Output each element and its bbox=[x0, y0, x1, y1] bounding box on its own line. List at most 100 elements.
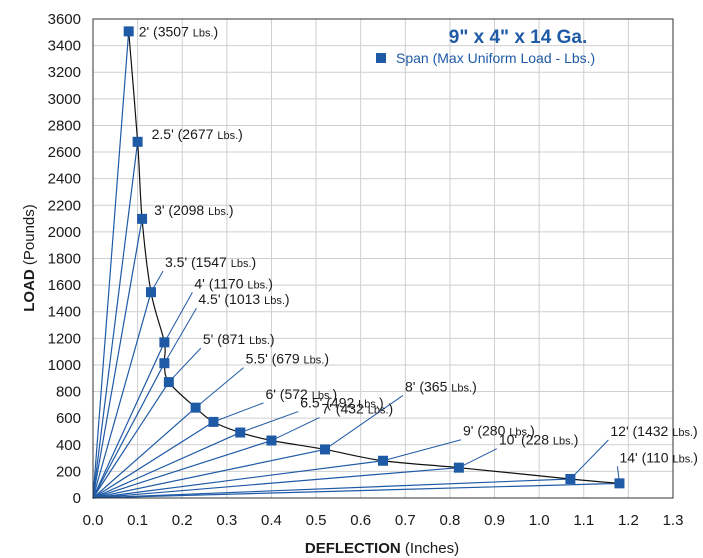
label-leader bbox=[458, 448, 498, 469]
point-label-unit: Lbs. bbox=[217, 130, 238, 142]
point-label-unit: Lbs. bbox=[368, 405, 389, 417]
y-tick-label: 0 bbox=[73, 490, 81, 507]
x-tick-label: 1.2 bbox=[618, 512, 639, 529]
y-tick-label: 3400 bbox=[48, 38, 81, 55]
legend-marker bbox=[376, 53, 386, 63]
load-ray bbox=[92, 141, 139, 499]
point-label-close: ) bbox=[693, 423, 698, 439]
load-ray bbox=[92, 460, 384, 499]
data-point bbox=[565, 473, 576, 484]
point-label: 5.5' (679 Lbs.) bbox=[246, 351, 329, 367]
point-label: 4' (1170 Lbs.) bbox=[194, 275, 272, 291]
data-point bbox=[159, 358, 170, 369]
label-leader bbox=[213, 402, 264, 423]
data-point bbox=[453, 462, 464, 473]
point-label-value: 8' (365 bbox=[405, 378, 451, 394]
point-label: 14' (110 Lbs.) bbox=[619, 449, 697, 465]
point-label-close: ) bbox=[324, 351, 329, 367]
point-label-unit: Lbs. bbox=[231, 258, 252, 270]
point-label-unit: Lbs. bbox=[264, 295, 285, 307]
load-ray bbox=[92, 218, 143, 499]
data-point bbox=[208, 416, 219, 427]
point-label-unit: Lbs. bbox=[208, 206, 229, 218]
point-label-close: ) bbox=[333, 386, 338, 402]
point-labels: 2' (3507 Lbs.)2.5' (2677 Lbs.)3' (2098 L… bbox=[139, 23, 698, 465]
x-tick-labels: 0.0 0.1 0.2 0.3 0.4 0.5 0.6 0.7 0.8 0.9 1.0 1.1 1.2 1… bbox=[83, 512, 684, 529]
x-tick-label: 1.1 bbox=[573, 512, 594, 529]
y-tick-label: 3000 bbox=[48, 91, 81, 108]
load-ray bbox=[92, 421, 214, 499]
y-tick-label: 200 bbox=[56, 463, 81, 480]
data-point bbox=[614, 478, 625, 489]
x-tick-label: 0.9 bbox=[484, 512, 505, 529]
point-label-value: 4' (1170 bbox=[194, 275, 247, 291]
label-leader bbox=[163, 307, 197, 364]
load-ray bbox=[92, 407, 197, 499]
x-axis-title: DEFLECTION (Inches) bbox=[305, 540, 459, 557]
load-rays bbox=[92, 31, 620, 499]
point-label-close: ) bbox=[285, 291, 290, 307]
x-tick-label: 0.5 bbox=[306, 512, 327, 529]
point-label-close: ) bbox=[229, 202, 234, 218]
data-point bbox=[146, 287, 156, 298]
load-ray bbox=[92, 292, 152, 499]
y-tick-labels: 0 200 400 600 800 1000 1200 1400 1600 1800 2000 220… bbox=[48, 11, 81, 507]
point-label-value: 12' (1432 bbox=[610, 423, 672, 439]
x-axis-title-bold: DEFLECTION bbox=[305, 540, 401, 557]
point-label: 2' (3507 Lbs.) bbox=[139, 23, 219, 39]
data-point bbox=[190, 402, 201, 413]
y-axis-title: LOAD (Pounds) bbox=[21, 204, 38, 312]
point-label-value: 14' (110 bbox=[619, 449, 672, 465]
point-label: 2.5' (2677 Lbs.) bbox=[152, 126, 243, 142]
x-tick-label: 0.0 bbox=[83, 512, 104, 529]
point-label-value: 2' (3507 bbox=[139, 23, 193, 39]
point-label-value: 5' (871 bbox=[203, 331, 249, 347]
point-label-close: ) bbox=[574, 432, 579, 448]
point-label-close: ) bbox=[472, 378, 477, 394]
label-leaders bbox=[150, 270, 620, 484]
point-label: 3' (2098 Lbs.) bbox=[154, 202, 234, 218]
point-label: 5' (871 Lbs.) bbox=[203, 331, 275, 347]
load-ray bbox=[92, 431, 241, 499]
point-label-unit: Lbs. bbox=[451, 382, 472, 394]
y-tick-label: 2000 bbox=[48, 224, 81, 241]
point-label-value: 3.5' (1547 bbox=[165, 254, 231, 270]
chart-title: 9" x 4" x 14 Ga. bbox=[449, 27, 587, 48]
legend: 9" x 4" x 14 Ga. Span (Max Uniform Load … bbox=[376, 27, 595, 66]
point-label-close: ) bbox=[389, 401, 394, 417]
y-tick-label: 3600 bbox=[48, 11, 81, 28]
y-tick-label: 1000 bbox=[48, 357, 81, 374]
trend-curve bbox=[128, 31, 620, 484]
point-label-close: ) bbox=[693, 449, 698, 465]
x-tick-label: 0.7 bbox=[395, 512, 416, 529]
label-leader bbox=[271, 417, 320, 441]
load-ray bbox=[92, 31, 130, 499]
data-point bbox=[159, 337, 170, 348]
x-tick-label: 0.4 bbox=[261, 512, 282, 529]
point-label-value: 2.5' (2677 bbox=[152, 126, 218, 142]
point-label-close: ) bbox=[379, 395, 384, 411]
point-label: 6' (572 Lbs.) bbox=[265, 386, 337, 402]
label-leader bbox=[382, 439, 462, 462]
point-label-unit: Lbs. bbox=[193, 27, 214, 39]
y-tick-label: 2800 bbox=[48, 117, 81, 134]
point-label-close: ) bbox=[214, 23, 219, 39]
x-tick-label: 0.3 bbox=[216, 512, 237, 529]
point-label-unit: Lbs. bbox=[304, 355, 325, 367]
legend-entry: Span (Max Uniform Load - Lbs.) bbox=[396, 50, 595, 66]
data-point bbox=[123, 26, 134, 37]
label-leader bbox=[240, 411, 299, 434]
point-label: 12' (1432 Lbs.) bbox=[610, 423, 697, 439]
plot-border bbox=[92, 18, 674, 499]
x-tick-label: 0.8 bbox=[439, 512, 460, 529]
y-tick-label: 400 bbox=[56, 437, 81, 454]
load-ray bbox=[92, 362, 165, 499]
point-label-value: 7' (432 bbox=[321, 401, 367, 417]
data-point bbox=[132, 136, 143, 147]
point-label: 6.5' (492 Lbs.) bbox=[300, 395, 383, 411]
x-tick-label: 0.1 bbox=[127, 512, 148, 529]
load-ray bbox=[92, 482, 620, 499]
load-ray bbox=[92, 448, 326, 499]
point-label-value: 3' (2098 bbox=[154, 202, 208, 218]
y-tick-label: 1800 bbox=[48, 251, 81, 268]
